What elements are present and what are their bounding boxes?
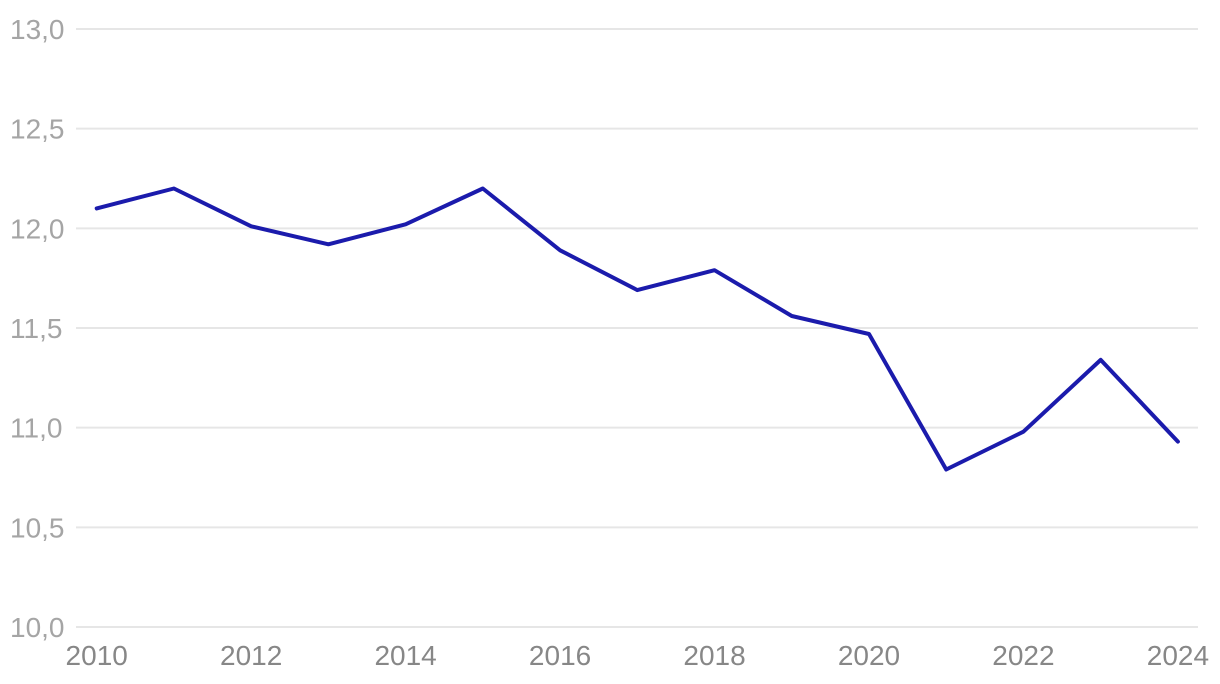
y-tick-label: 12,5 (10, 114, 65, 145)
x-tick-label: 2020 (838, 640, 900, 671)
data-line (94, 186, 1180, 472)
y-tick-label: 10,5 (10, 512, 65, 543)
x-tick-label: 2014 (374, 640, 436, 671)
x-tick-label: 2022 (992, 640, 1054, 671)
x-tick-label: 2024 (1147, 640, 1209, 671)
y-tick-label: 12,0 (10, 213, 65, 244)
x-tick-label: 2018 (683, 640, 745, 671)
y-tick-label: 11,5 (10, 313, 62, 344)
x-tick-label: 2012 (220, 640, 282, 671)
x-tick-label: 2016 (529, 640, 591, 671)
y-tick-label: 10,0 (10, 612, 65, 643)
y-tick-label: 13,0 (10, 14, 65, 45)
x-tick-label: 2010 (66, 640, 128, 671)
y-tick-label: 11,0 (10, 413, 62, 444)
